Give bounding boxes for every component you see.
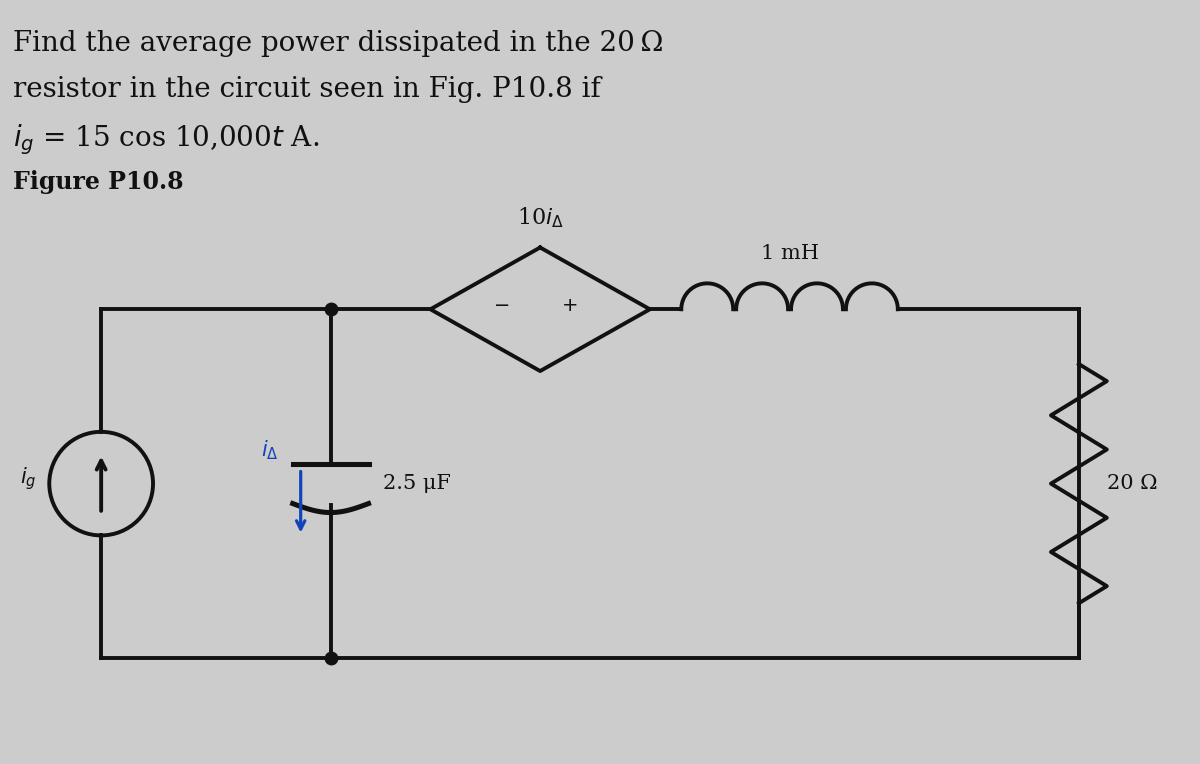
Text: 10$i_\Delta$: 10$i_\Delta$: [517, 205, 564, 229]
Text: 20 Ω: 20 Ω: [1106, 474, 1157, 493]
Text: Figure P10.8: Figure P10.8: [13, 170, 184, 194]
Polygon shape: [431, 248, 650, 371]
Text: resistor in the circuit seen in Fig. P10.8 if: resistor in the circuit seen in Fig. P10…: [13, 76, 601, 103]
Text: Find the average power dissipated in the 20 Ω: Find the average power dissipated in the…: [13, 31, 664, 57]
Text: +: +: [562, 296, 578, 315]
Text: $i_g$ = 15 cos 10,000$t$ A.: $i_g$ = 15 cos 10,000$t$ A.: [13, 122, 319, 157]
Text: $i_\Delta$: $i_\Delta$: [262, 438, 278, 461]
Text: $i_g$: $i_g$: [19, 465, 36, 492]
Text: 1 mH: 1 mH: [761, 244, 818, 264]
Text: 2.5 μF: 2.5 μF: [383, 474, 450, 493]
Text: −: −: [494, 296, 510, 315]
